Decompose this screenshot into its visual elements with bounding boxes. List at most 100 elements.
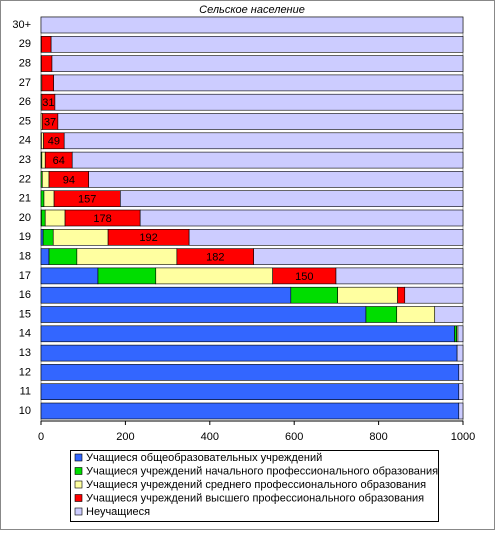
bar-segment (41, 36, 51, 52)
y-tick-label: 16 (19, 289, 31, 301)
bar-segment (41, 191, 44, 207)
x-tick-label: 400 (201, 431, 219, 443)
y-tick-label: 20 (19, 212, 31, 224)
bar-segment (459, 403, 463, 419)
data-label: 178 (93, 213, 111, 225)
y-tick-label: 22 (19, 173, 31, 185)
bar-segment (41, 229, 43, 245)
legend-swatch (75, 481, 82, 488)
bar-segment (41, 307, 366, 323)
bar-segment (156, 268, 273, 284)
bar-segment (77, 249, 177, 265)
bar-segment (41, 364, 459, 380)
bar-segment (64, 133, 463, 149)
y-tick-label: 12 (19, 366, 31, 378)
bar-segment (51, 36, 463, 52)
y-tick-label: 14 (19, 328, 31, 340)
bar-segment (41, 403, 459, 419)
bar-segment (58, 114, 463, 130)
bar-segment (52, 56, 463, 72)
legend-swatch (75, 468, 82, 475)
legend-swatch (75, 454, 82, 461)
legend-label: Учащиеся общеобразовательных учреждений (86, 452, 322, 464)
bar-segment (459, 384, 463, 400)
y-tick-label: 13 (19, 347, 31, 359)
data-label: 192 (139, 232, 157, 244)
y-tick-label: 26 (19, 96, 31, 108)
y-tick-label: 28 (19, 58, 31, 70)
bar-segment (120, 191, 463, 207)
bar-segment (89, 171, 463, 187)
data-label: 31 (42, 97, 54, 109)
y-tick-label: 24 (19, 135, 31, 147)
x-tick-label: 600 (285, 431, 303, 443)
x-tick-label: 0 (38, 431, 44, 443)
y-tick-label: 10 (19, 405, 31, 417)
bar-segment (41, 326, 455, 342)
y-tick-label: 27 (19, 77, 31, 89)
x-tick-label: 1000 (451, 431, 475, 443)
y-tick-label: 15 (19, 308, 31, 320)
bar-segment (41, 133, 43, 149)
chart-title: Сельское население (199, 4, 305, 16)
bar-segment (458, 326, 463, 342)
legend-label: Учащиеся учреждений высшего профессионал… (86, 492, 424, 504)
y-tick-label: 17 (19, 270, 31, 282)
bar-segment (41, 287, 291, 303)
bar-segment (457, 345, 463, 361)
legend-label: Неучащиеся (86, 506, 150, 518)
bar-segment (41, 384, 459, 400)
bar-segment (41, 268, 98, 284)
x-tick-label: 800 (369, 431, 387, 443)
legend-label: Учащиеся учреждений начального профессио… (86, 465, 438, 477)
bar-segment (55, 94, 463, 110)
bar-segment (45, 210, 65, 226)
x-tick-label: 200 (116, 431, 134, 443)
bar-segment (44, 191, 54, 207)
bar-segment (43, 229, 53, 245)
data-label: 150 (295, 271, 313, 283)
bar-segment (41, 345, 457, 361)
bar-segment (459, 364, 463, 380)
bar-segment (98, 268, 156, 284)
bar-segment (405, 287, 463, 303)
data-label: 49 (48, 136, 60, 148)
bar-segment (41, 249, 49, 265)
y-tick-label: 23 (19, 154, 31, 166)
y-tick-label: 25 (19, 115, 31, 127)
bar-segment (140, 210, 463, 226)
y-tick-label: 11 (20, 386, 31, 398)
data-label: 157 (78, 194, 96, 206)
data-label: 37 (44, 116, 56, 128)
bar-segment (41, 56, 52, 72)
data-label: 182 (206, 252, 224, 264)
bar-segment (42, 75, 54, 91)
y-tick-label: 29 (19, 38, 31, 50)
bar-segment (189, 229, 463, 245)
bar-segment (41, 210, 45, 226)
bar-segment (338, 287, 398, 303)
legend-swatch (75, 495, 82, 502)
y-tick-label: 21 (19, 193, 31, 205)
bar-segment (366, 307, 397, 323)
bar-segment (54, 75, 463, 91)
bar-segment (435, 307, 463, 323)
bar-segment (254, 249, 463, 265)
data-label: 94 (63, 174, 75, 186)
bar-segment (53, 229, 108, 245)
data-label: 64 (53, 155, 65, 167)
bar-segment (455, 326, 457, 342)
bar-segment (42, 171, 49, 187)
bar-segment (291, 287, 338, 303)
bar-segment (72, 152, 463, 168)
y-tick-label: 19 (19, 231, 31, 243)
bar-segment (398, 287, 405, 303)
bar-segment (49, 249, 77, 265)
bar-segment (42, 152, 45, 168)
bar-segment (41, 17, 463, 33)
bar-segment (336, 268, 463, 284)
legend-label: Учащиеся учреждений среднего профессиона… (86, 479, 426, 491)
y-tick-label: 18 (19, 251, 31, 263)
bar-segment (397, 307, 435, 323)
